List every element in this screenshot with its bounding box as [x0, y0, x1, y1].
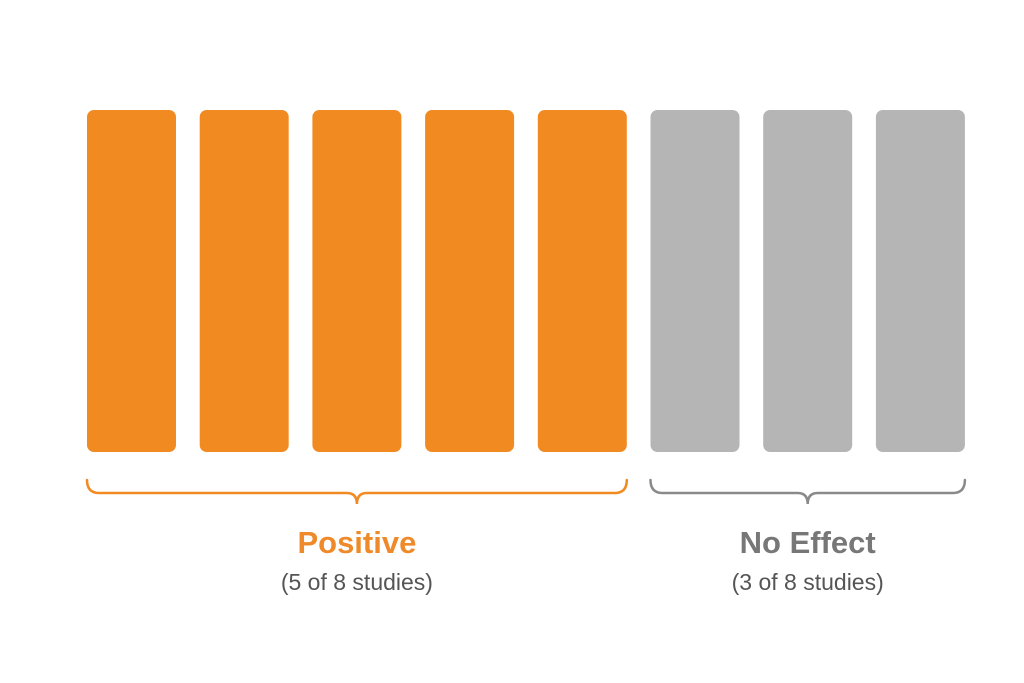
brace [649, 478, 967, 505]
bar [199, 110, 289, 452]
group-label: No Effect [740, 525, 876, 560]
bar [87, 110, 176, 452]
group-sublabel: (3 of 8 studies) [732, 569, 884, 595]
bar [650, 110, 740, 452]
group-sublabel: (5 of 8 studies) [281, 569, 433, 595]
bar [537, 110, 627, 452]
group-label: Positive [297, 525, 416, 560]
brace [85, 478, 629, 505]
bar [763, 110, 853, 452]
bar [312, 110, 402, 452]
bar [875, 110, 965, 452]
bar [425, 110, 515, 452]
